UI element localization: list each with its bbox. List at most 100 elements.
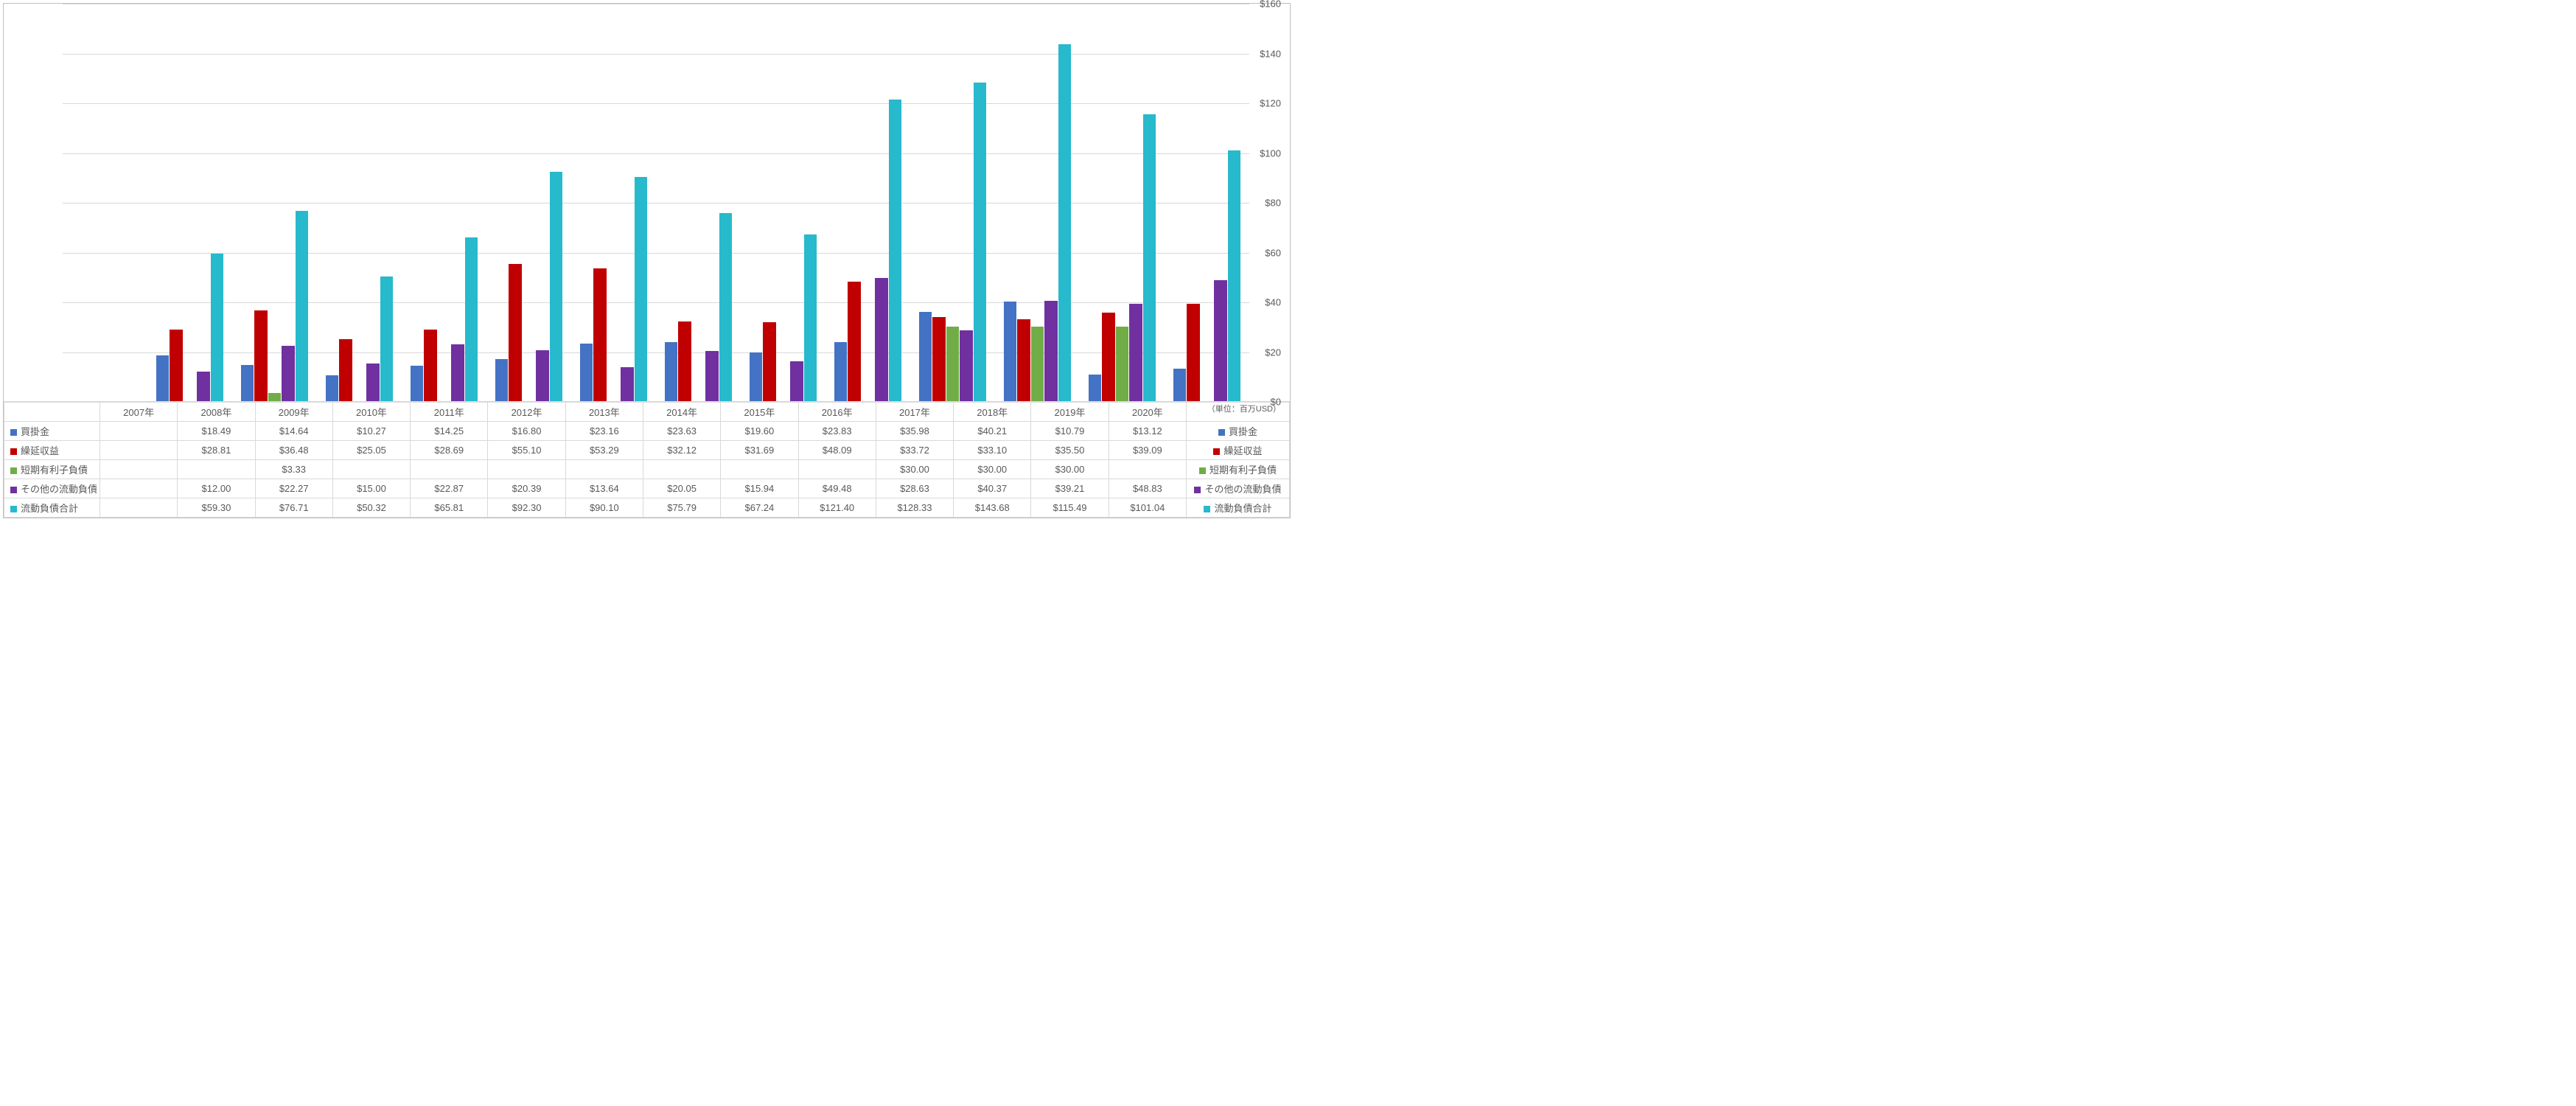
cell: $3.33 bbox=[255, 460, 332, 479]
cell: $19.60 bbox=[721, 422, 798, 441]
bar-s4 bbox=[451, 344, 464, 401]
cell: $49.48 bbox=[798, 479, 876, 498]
cell bbox=[100, 422, 178, 441]
cell: $16.80 bbox=[488, 422, 565, 441]
cell bbox=[643, 460, 720, 479]
swatch-icon bbox=[10, 448, 17, 455]
y-tick-label: $100 bbox=[1260, 147, 1281, 159]
cell bbox=[488, 460, 565, 479]
cell: $13.64 bbox=[565, 479, 643, 498]
row-head-s4: その他の流動負債 bbox=[4, 479, 100, 498]
bar-s1 bbox=[1089, 375, 1102, 401]
cell bbox=[178, 460, 255, 479]
bar-s4 bbox=[197, 372, 210, 401]
cell: $121.40 bbox=[798, 498, 876, 518]
cell: $65.81 bbox=[411, 498, 488, 518]
bar-s5 bbox=[889, 100, 902, 401]
swatch-icon bbox=[1218, 429, 1225, 436]
year-header: 2020年 bbox=[1109, 403, 1186, 422]
cell bbox=[100, 460, 178, 479]
bar-s4 bbox=[366, 364, 380, 401]
y-tick-label: $120 bbox=[1260, 98, 1281, 109]
cell: $18.49 bbox=[178, 422, 255, 441]
cell: $92.30 bbox=[488, 498, 565, 518]
cell: $143.68 bbox=[954, 498, 1031, 518]
legend-s3: 短期有利子負債 bbox=[1187, 460, 1290, 479]
cell bbox=[100, 441, 178, 460]
bar-s2 bbox=[1102, 313, 1115, 401]
cell: $115.49 bbox=[1031, 498, 1109, 518]
cell bbox=[798, 460, 876, 479]
bar-s2 bbox=[763, 322, 776, 401]
cell: $35.98 bbox=[876, 422, 953, 441]
year-header: 2019年 bbox=[1031, 403, 1109, 422]
row-head-s3: 短期有利子負債 bbox=[4, 460, 100, 479]
cell: $90.10 bbox=[565, 498, 643, 518]
bar-s2 bbox=[848, 282, 861, 401]
year-column bbox=[571, 4, 656, 401]
year-header: 2017年 bbox=[876, 403, 953, 422]
swatch-icon bbox=[1199, 467, 1206, 474]
bar-s1 bbox=[1173, 369, 1187, 401]
row-head-s5: 流動負債合計 bbox=[4, 498, 100, 518]
bar-s4 bbox=[960, 330, 973, 401]
bar-s5 bbox=[211, 254, 224, 401]
row-head-s1: 買掛金 bbox=[4, 422, 100, 441]
cell: $40.21 bbox=[954, 422, 1031, 441]
cell: $39.09 bbox=[1109, 441, 1186, 460]
cell: $15.94 bbox=[721, 479, 798, 498]
cell: $39.21 bbox=[1031, 479, 1109, 498]
legend-label: 繰延収益 bbox=[1224, 445, 1262, 456]
swatch-icon bbox=[1213, 448, 1220, 455]
bar-s1 bbox=[580, 344, 593, 401]
bar-s5 bbox=[296, 211, 309, 401]
cell: $12.00 bbox=[178, 479, 255, 498]
series-label: 短期有利子負債 bbox=[21, 465, 88, 476]
year-header: 2015年 bbox=[721, 403, 798, 422]
bar-s2 bbox=[678, 321, 691, 401]
series-label: 流動負債合計 bbox=[21, 503, 78, 514]
bar-s5 bbox=[380, 276, 394, 402]
bar-s1 bbox=[326, 375, 339, 401]
cell bbox=[411, 460, 488, 479]
cell: $67.24 bbox=[721, 498, 798, 518]
bar-s3 bbox=[268, 393, 282, 401]
legend-s1: 買掛金 bbox=[1187, 422, 1290, 441]
cell: $53.29 bbox=[565, 441, 643, 460]
bar-s4 bbox=[536, 350, 549, 401]
y-tick-label: $40 bbox=[1265, 297, 1281, 308]
swatch-icon bbox=[10, 429, 17, 436]
year-column bbox=[486, 4, 571, 401]
swatch-icon bbox=[10, 506, 17, 512]
legend-s5: 流動負債合計 bbox=[1187, 498, 1290, 518]
bar-s1 bbox=[750, 352, 763, 401]
legend-label: その他の流動負債 bbox=[1204, 484, 1281, 495]
year-header: 2008年 bbox=[178, 403, 255, 422]
cell bbox=[1109, 460, 1186, 479]
year-header: 2016年 bbox=[798, 403, 876, 422]
swatch-icon bbox=[10, 487, 17, 493]
year-column bbox=[825, 4, 910, 401]
cell: $14.64 bbox=[255, 422, 332, 441]
bar-s5 bbox=[550, 172, 563, 401]
year-header: 2012年 bbox=[488, 403, 565, 422]
year-column bbox=[1165, 4, 1249, 401]
swatch-icon bbox=[10, 467, 17, 474]
row-head-s2: 繰延収益 bbox=[4, 441, 100, 460]
cell: $28.81 bbox=[178, 441, 255, 460]
bar-s2 bbox=[1187, 304, 1200, 401]
bar-s1 bbox=[241, 365, 254, 401]
bar-s4 bbox=[1129, 304, 1142, 401]
cell bbox=[100, 479, 178, 498]
bar-s2 bbox=[170, 330, 183, 401]
series-label: その他の流動負債 bbox=[21, 484, 97, 495]
cell: $10.27 bbox=[332, 422, 410, 441]
y-tick-label: $160 bbox=[1260, 0, 1281, 10]
year-column bbox=[317, 4, 402, 401]
cell: $59.30 bbox=[178, 498, 255, 518]
cell: $75.79 bbox=[643, 498, 720, 518]
bar-s4 bbox=[1214, 280, 1227, 401]
legend-s2: 繰延収益 bbox=[1187, 441, 1290, 460]
bar-s4 bbox=[705, 351, 719, 401]
cell: $36.48 bbox=[255, 441, 332, 460]
